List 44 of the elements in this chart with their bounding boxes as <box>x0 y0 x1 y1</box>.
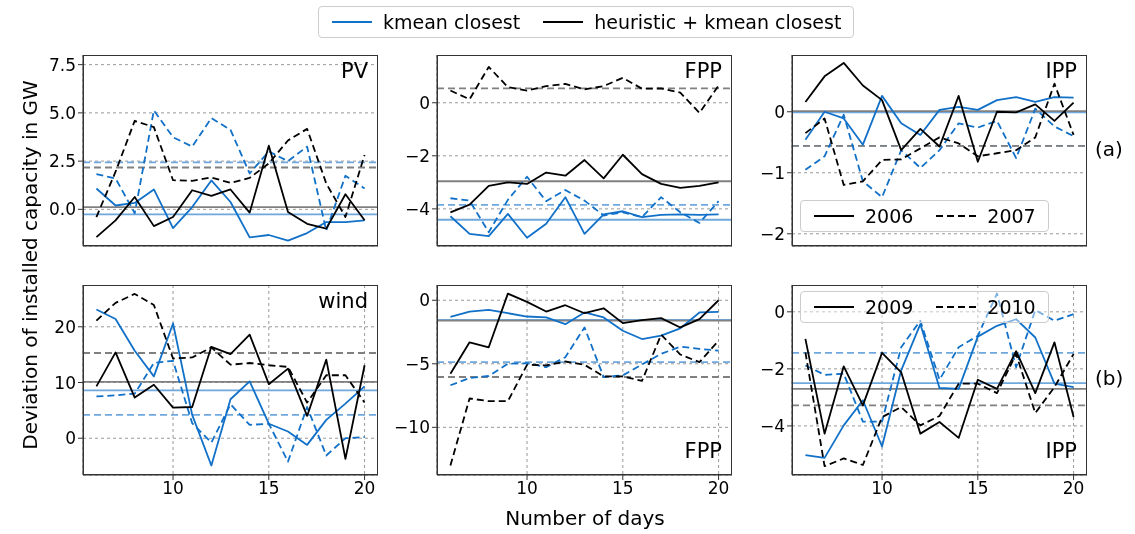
x-tick-label: 10 <box>871 478 893 499</box>
x-tick-label: 15 <box>611 478 634 499</box>
x-tick-label: 20 <box>353 478 376 499</box>
y-tick-label: 10 <box>54 372 76 393</box>
x-tick-label: 20 <box>707 478 730 499</box>
y-tick-label: −2 <box>404 145 430 166</box>
x-tick-label: 15 <box>257 478 280 499</box>
y-tick-label: −4 <box>759 415 785 436</box>
y-tick-label: 0 <box>774 301 785 322</box>
y-tick-label: 0 <box>774 101 785 122</box>
x-tick-label: 10 <box>516 478 538 499</box>
y-tick-label: −10 <box>394 417 430 438</box>
chart-title: wind <box>318 289 368 313</box>
y-tick-label: −2 <box>759 223 785 244</box>
y-tick-label: −1 <box>759 162 785 183</box>
chart-title: FPP <box>684 59 722 83</box>
y-tick-label: −2 <box>759 358 785 379</box>
y-tick-label: −4 <box>404 198 430 219</box>
y-tick-label: 0 <box>419 92 430 113</box>
x-tick-label: 20 <box>1062 478 1085 499</box>
legend-label: kmean closest <box>383 11 521 33</box>
x-tick-label: 15 <box>966 478 989 499</box>
legend-label: heuristic + kmean closest <box>594 11 842 33</box>
x-tick-label: 10 <box>162 478 184 499</box>
legend-label: 2006 <box>865 205 914 227</box>
legend-label: 2010 <box>987 296 1036 318</box>
y-tick-label: 0 <box>65 428 76 449</box>
text: IPP <box>1045 439 1077 463</box>
text: (b) <box>1095 366 1124 390</box>
chart-title: IPP <box>1045 59 1077 83</box>
y-tick-label: 7.5 <box>48 54 76 75</box>
x-axis-title: Number of days <box>505 506 665 530</box>
y-tick-label: 0.0 <box>48 199 76 220</box>
y-tick-label: 0 <box>419 290 430 311</box>
legend-label: 2007 <box>987 205 1036 227</box>
text: (a) <box>1095 136 1123 161</box>
y-axis-title: Deviation of installed capacity in GW <box>18 80 42 450</box>
y-tick-label: 20 <box>54 316 76 337</box>
y-tick-label: 2.5 <box>48 151 76 172</box>
legend-label: 2009 <box>865 296 914 318</box>
y-tick-label: −5 <box>404 353 430 374</box>
text: FPP <box>684 439 722 463</box>
y-tick-label: 5.0 <box>48 102 76 123</box>
chart-title: PV <box>340 59 368 83</box>
